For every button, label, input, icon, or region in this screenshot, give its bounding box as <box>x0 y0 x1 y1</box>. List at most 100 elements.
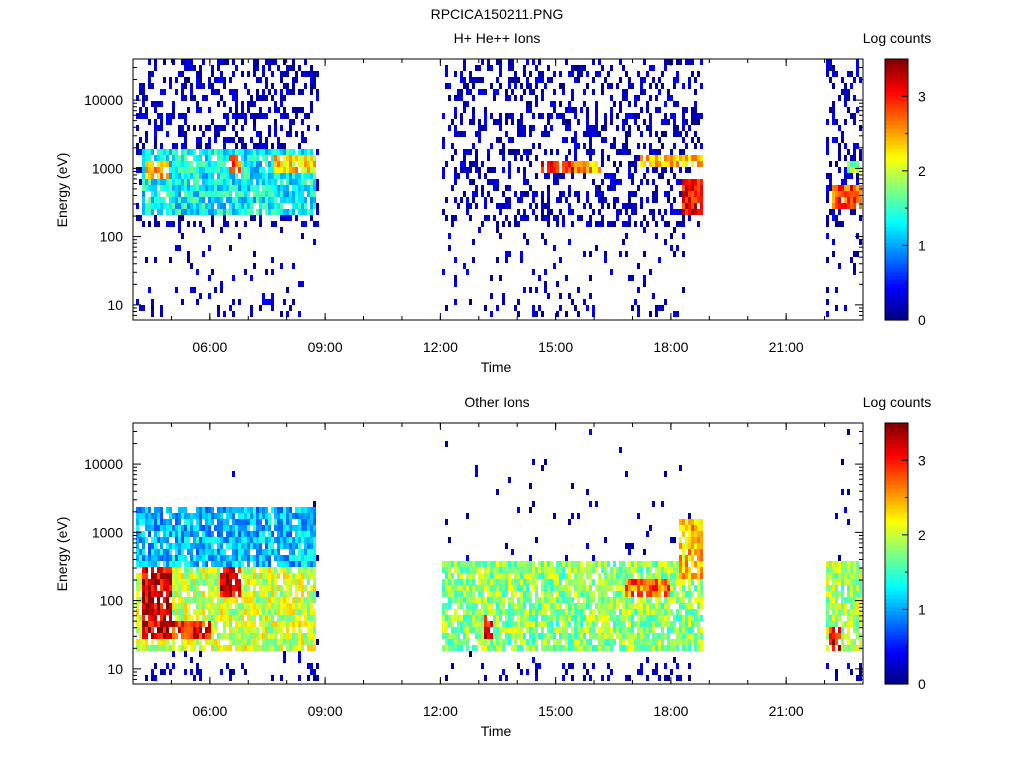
spectrogram-cell <box>244 621 247 627</box>
spectrogram-cell <box>238 525 241 531</box>
spectrogram-cell <box>184 567 187 573</box>
spectrogram-cell <box>244 161 247 167</box>
spectrogram-cell <box>517 131 520 137</box>
spectrogram-cell <box>478 89 481 95</box>
spectrogram-cell <box>628 125 631 131</box>
spectrogram-cell <box>493 615 496 621</box>
spectrogram-cell <box>463 621 466 627</box>
spectrogram-cell <box>508 113 511 119</box>
spectrogram-cell <box>553 89 556 95</box>
spectrogram-cell <box>253 561 256 567</box>
spectrogram-cell <box>538 59 541 65</box>
spectrogram-cell <box>691 191 694 197</box>
spectrogram-cell <box>679 525 682 531</box>
spectrogram-cell <box>658 579 661 585</box>
spectrogram-cell <box>307 549 310 555</box>
spectrogram-cell <box>694 89 697 95</box>
spectrogram-cell <box>160 113 163 119</box>
spectrogram-cell <box>184 209 187 215</box>
spectrogram-cell <box>199 651 202 657</box>
spectrogram-cell <box>526 179 529 185</box>
spectrogram-cell <box>160 167 163 173</box>
spectrogram-cell <box>217 591 220 597</box>
spectrogram-cell <box>277 167 280 173</box>
spectrogram-cell <box>529 185 532 191</box>
spectrogram-cell <box>676 561 679 567</box>
spectrogram-cell <box>466 645 469 651</box>
spectrogram-cell <box>184 83 187 89</box>
spectrogram-cell <box>298 185 301 191</box>
spectrogram-cell <box>232 155 235 161</box>
spectrogram-cell <box>460 131 463 137</box>
spectrogram-cell <box>304 639 307 645</box>
spectrogram-cell <box>562 675 565 681</box>
spectrogram-cell <box>469 167 472 173</box>
spectrogram-cell <box>265 567 268 573</box>
spectrogram-cell <box>673 101 676 107</box>
spectrogram-cell <box>601 609 604 615</box>
spectrogram-cell <box>595 191 598 197</box>
spectrogram-cell <box>556 221 559 227</box>
spectrogram-cell <box>187 591 190 597</box>
spectrogram-cell <box>199 221 202 227</box>
spectrogram-cell <box>136 149 139 155</box>
spectrogram-cell <box>484 305 487 311</box>
spectrogram-cell <box>700 161 703 167</box>
spectrogram-cell <box>499 597 502 603</box>
spectrogram-cell <box>241 591 244 597</box>
spectrogram-cell <box>574 627 577 633</box>
spectrogram-cell <box>283 507 286 513</box>
spectrogram-cell <box>664 471 667 477</box>
spectrogram-cell <box>592 89 595 95</box>
spectrogram-cell <box>214 525 217 531</box>
spectrogram-cell <box>589 203 592 209</box>
spectrogram-cell <box>682 615 685 621</box>
spectrogram-cell <box>625 251 628 257</box>
spectrogram-cell <box>304 519 307 525</box>
spectrogram-cell <box>496 591 499 597</box>
spectrogram-cell <box>682 287 685 293</box>
spectrogram-cell <box>307 209 310 215</box>
spectrogram-cell <box>598 185 601 191</box>
spectrogram-cell <box>562 609 565 615</box>
spectrogram-cell <box>223 537 226 543</box>
spectrogram-cell <box>283 71 286 77</box>
spectrogram-cell <box>697 185 700 191</box>
spectrogram-cell <box>268 149 271 155</box>
spectrogram-cell <box>187 627 190 633</box>
spectrogram-cell <box>229 197 232 203</box>
spectrogram-cell <box>490 639 493 645</box>
spectrogram-cell <box>160 525 163 531</box>
spectrogram-cell <box>628 101 631 107</box>
spectrogram-cell <box>217 537 220 543</box>
spectrogram-cell <box>532 269 535 275</box>
spectrogram-cell <box>253 167 256 173</box>
spectrogram-cell <box>664 645 667 651</box>
spectrogram-cell <box>268 179 271 185</box>
spectrogram-cell <box>691 113 694 119</box>
spectrogram-cell <box>499 71 502 77</box>
spectrogram-cell <box>163 561 166 567</box>
spectrogram-cell <box>847 89 850 95</box>
spectrogram-cell <box>652 149 655 155</box>
spectrogram-cell <box>646 657 649 663</box>
spectrogram-cell <box>481 621 484 627</box>
spectrogram-cell <box>268 597 271 603</box>
spectrogram-cell <box>502 585 505 591</box>
spectrogram-cell <box>514 149 517 155</box>
spectrogram-cell <box>463 83 466 89</box>
spectrogram-cell <box>700 209 703 215</box>
spectrogram-cell <box>565 561 568 567</box>
spectrogram-cell <box>589 585 592 591</box>
spectrogram-cell <box>253 59 256 65</box>
spectrogram-cell <box>304 573 307 579</box>
spectrogram-cell <box>283 83 286 89</box>
x-tick-label: 06:00 <box>192 339 227 355</box>
spectrogram-cell <box>592 179 595 185</box>
spectrogram-cell <box>217 567 220 573</box>
spectrogram-cell <box>679 639 682 645</box>
spectrogram-cell <box>628 561 631 567</box>
spectrogram-cell <box>529 627 532 633</box>
spectrogram-cell <box>631 161 634 167</box>
spectrogram-cell <box>694 185 697 191</box>
